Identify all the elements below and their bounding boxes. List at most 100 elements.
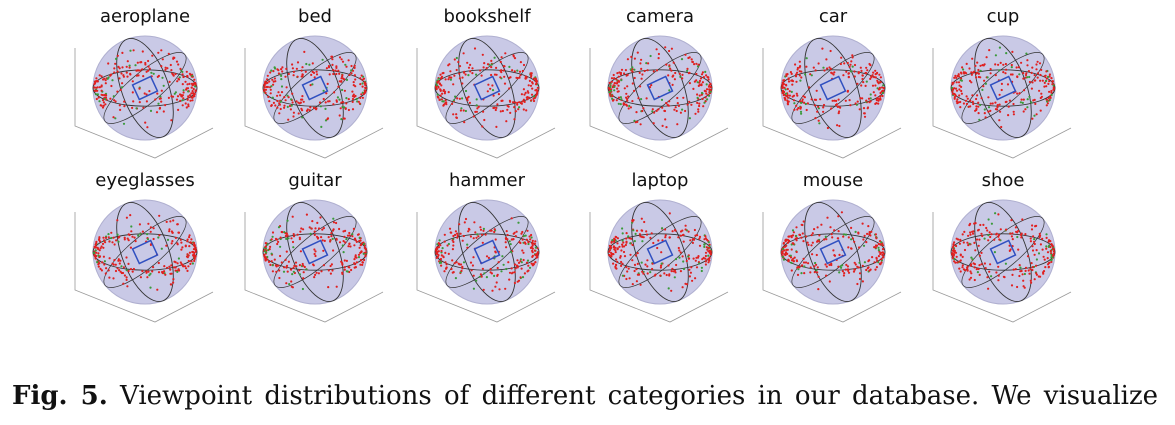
viewpoint-dot — [489, 271, 492, 274]
viewpoint-dot — [296, 61, 300, 64]
viewpoint-dot — [787, 260, 790, 263]
viewpoint-dot — [308, 226, 311, 229]
viewpoint-dot — [957, 73, 960, 76]
viewpoint-dot — [1028, 80, 1031, 84]
viewpoint-dot — [194, 90, 197, 93]
viewpoint-dot — [1034, 102, 1037, 105]
viewpoint-dot — [298, 102, 301, 105]
viewpoint-dot — [328, 73, 331, 76]
viewpoint-dot — [678, 72, 681, 75]
viewpoint-dot — [330, 235, 333, 238]
viewpoint-dot — [837, 230, 840, 233]
viewpoint-dot — [987, 287, 990, 290]
viewpoint-dot — [519, 74, 522, 77]
viewpoint-dot — [291, 240, 295, 244]
viewpoint-dot — [795, 73, 798, 76]
viewpoint-dot — [673, 78, 677, 81]
viewpoint-dot — [170, 264, 173, 267]
viewpoint-dot — [682, 96, 685, 99]
viewpoint-dot — [796, 94, 799, 97]
viewpoint-dot — [333, 91, 336, 94]
viewpoint-dot — [341, 271, 344, 274]
viewpoint-dot — [1052, 84, 1055, 87]
viewpoint-dot — [814, 117, 817, 120]
viewpoint-dot — [1032, 235, 1035, 238]
viewpoint-dot — [129, 73, 132, 76]
viewpoint-dot — [1014, 226, 1018, 229]
viewpoint-dot — [359, 83, 362, 86]
viewpoint-dot — [117, 240, 120, 243]
viewpoint-dot — [126, 285, 129, 288]
viewpoint-dot — [269, 71, 272, 74]
viewpoint-dot — [786, 241, 790, 244]
viewpoint-dot — [782, 241, 786, 245]
viewpoint-dot — [957, 81, 961, 84]
viewpoint-dot — [645, 233, 649, 236]
viewpoint-dot — [194, 85, 197, 88]
viewpoint-dot — [298, 273, 301, 276]
viewpoint-dot — [176, 80, 179, 83]
viewpoint-dot — [471, 67, 474, 70]
viewpoint-dot — [858, 277, 862, 281]
viewpoint-dot — [860, 69, 863, 72]
viewpoint-dot — [176, 270, 179, 273]
viewpoint-dot — [1029, 267, 1032, 270]
viewpoint-dot — [785, 84, 788, 87]
viewpoint-dot — [958, 94, 961, 97]
viewpoint-dot — [696, 96, 699, 99]
viewpoint-dot — [475, 104, 478, 107]
viewpoint-dot — [708, 256, 711, 259]
viewpoint-dot — [131, 91, 134, 94]
viewpoint-dot — [283, 104, 286, 107]
viewpoint-dot — [799, 110, 803, 113]
meridian — [961, 216, 1045, 288]
viewpoint-dot — [798, 60, 801, 63]
viewpoint-dot — [1044, 266, 1047, 269]
viewpoint-dot — [98, 240, 102, 243]
viewpoint-dot — [528, 96, 531, 99]
viewpoint-dot — [104, 241, 107, 244]
viewpoint-dot — [514, 235, 517, 238]
viewpoint-dot — [301, 116, 304, 119]
viewpoint-dot — [961, 233, 964, 236]
viewpoint-dot — [858, 272, 862, 275]
viewpoint-dot — [631, 66, 634, 69]
viewpoint-dot — [114, 269, 118, 273]
object-model — [646, 75, 674, 101]
viewpoint-dot — [458, 65, 462, 68]
viewpoint-dot — [709, 250, 712, 253]
viewpoint-dot — [1016, 285, 1019, 289]
viewpoint-dot — [100, 93, 103, 96]
viewpoint-dot — [107, 233, 110, 236]
viewpoint-dot — [266, 74, 269, 77]
viewpoint-dot — [1046, 100, 1049, 103]
viewpoint-dot — [861, 280, 865, 283]
panel: hammer — [416, 170, 556, 323]
viewpoint-dot — [519, 61, 523, 64]
viewpoint-dot — [825, 265, 828, 268]
viewpoint-dot — [799, 100, 802, 103]
viewpoint-dot — [681, 255, 684, 258]
viewpoint-dot — [148, 90, 151, 93]
viewpoint-dot — [790, 261, 793, 264]
viewpoint-dot — [643, 69, 646, 73]
viewpoint-dot — [880, 241, 883, 244]
viewpoint-dot — [113, 99, 116, 102]
viewpoint-dot — [338, 114, 341, 117]
viewpoint-dot — [310, 227, 313, 230]
viewpoint-dot — [447, 91, 450, 94]
equator — [434, 233, 540, 271]
viewpoint-dot — [93, 86, 96, 89]
viewpoint-dot — [818, 234, 821, 237]
viewpoint-dot — [1006, 83, 1010, 86]
viewpoint-dot — [139, 69, 142, 72]
viewpoint-dot — [279, 100, 282, 103]
viewpoint-dot — [620, 249, 623, 252]
panel-label: hammer — [449, 170, 526, 191]
viewpoint-dot — [506, 233, 509, 237]
viewpoint-dot — [649, 271, 652, 274]
viewpoint-dot — [974, 64, 977, 67]
viewpoint-dot — [99, 247, 102, 250]
viewpoint-dot — [969, 231, 972, 234]
viewpoint-dot — [989, 102, 992, 105]
